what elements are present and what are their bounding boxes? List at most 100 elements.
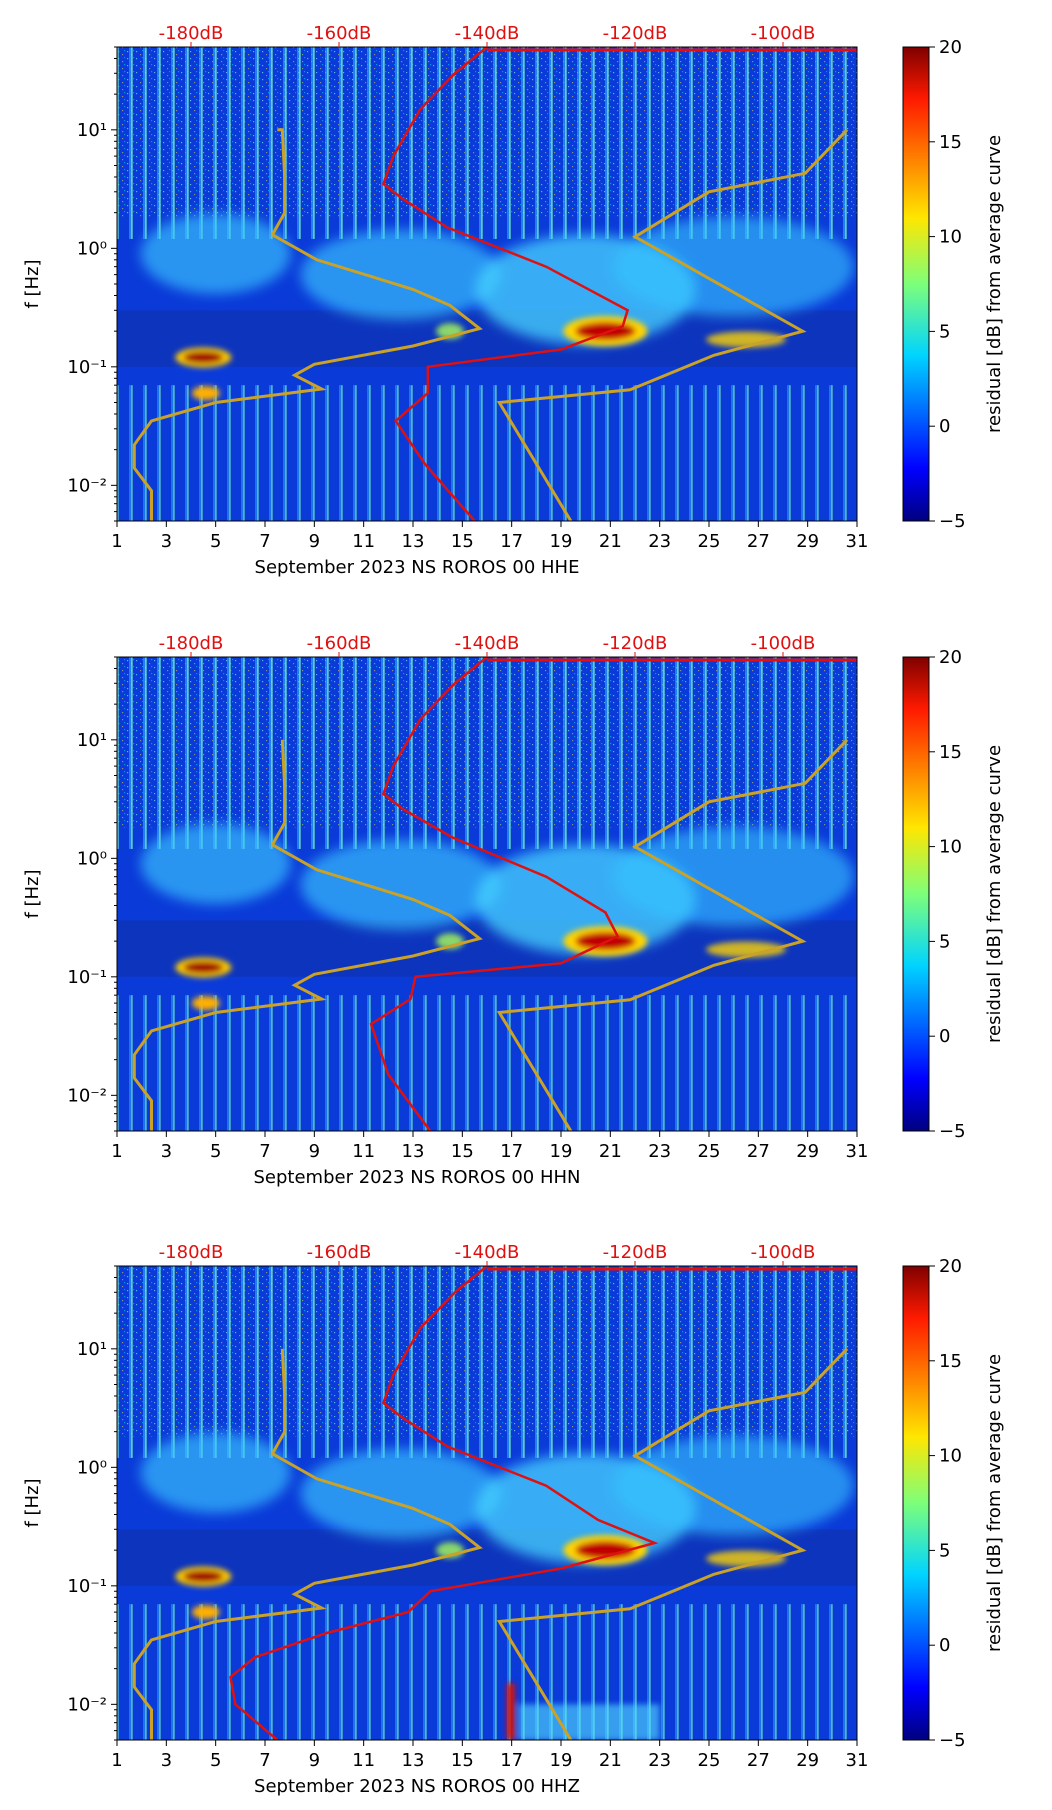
colorbar — [902, 46, 930, 522]
x-tick-label: 27 — [747, 1750, 770, 1771]
colorbar-tick-label: 15 — [939, 742, 962, 763]
heatmap-blob — [140, 823, 291, 904]
plot-area — [117, 1266, 857, 1740]
heatmap-blob — [300, 229, 501, 320]
y-axis-label: f [Hz] — [22, 869, 43, 918]
x-tick-label: 13 — [402, 1141, 425, 1162]
noise-model-curve-low — [132, 128, 483, 521]
top-tick-label: -120dB — [603, 633, 668, 654]
x-tick-label: 5 — [210, 1141, 221, 1162]
colorbar-tick-label: 5 — [939, 1540, 950, 1561]
x-tick-label: 9 — [309, 1141, 320, 1162]
heatmap-hotspot — [575, 1541, 636, 1560]
heatmap-daily-stripes-upper — [117, 47, 857, 239]
x-tick-label: 7 — [259, 1141, 270, 1162]
heatmap-hotspot — [183, 961, 224, 974]
x-tick-label: 1 — [111, 1750, 122, 1771]
colorbar-tick-label: 5 — [939, 931, 950, 952]
colorbar-tick-label: 0 — [939, 1635, 950, 1656]
colorbar-tick-label: 15 — [939, 1351, 962, 1372]
heatmap-daily-stripes-upper — [117, 1266, 857, 1458]
heatmap-hotspot — [191, 996, 220, 1011]
y-tick-label: 10⁻¹ — [67, 1576, 107, 1597]
heatmap-hotspot — [706, 1550, 786, 1567]
heatmap-daily-stripes-lower — [117, 385, 857, 521]
heatmap-microseism-cloud — [140, 1432, 854, 1564]
top-tick-label: -140dB — [455, 1242, 520, 1263]
x-tick-label: 19 — [550, 1141, 573, 1162]
x-tick-label: 19 — [550, 1750, 573, 1771]
top-tick-label: -120dB — [603, 1242, 668, 1263]
colorbar-label: residual [dB] from average curve — [984, 1354, 1005, 1652]
x-tick-label: 11 — [352, 1141, 375, 1162]
colorbar-tick-label: −5 — [939, 1121, 966, 1142]
heatmap-hotspot — [506, 1683, 515, 1740]
y-tick-label: 10¹ — [77, 730, 107, 751]
x-tick-label: 23 — [648, 1141, 671, 1162]
heatmap-hotspot — [519, 1704, 660, 1740]
top-tick-label: -100dB — [751, 633, 816, 654]
y-tick-label: 10¹ — [77, 120, 107, 141]
top-tick-label: -100dB — [751, 23, 816, 44]
heatmap-hotspot — [183, 1570, 224, 1583]
top-tick-label: -100dB — [751, 1242, 816, 1263]
x-tick-label: 13 — [402, 531, 425, 552]
x-axis-label: September 2023 NS ROROS 00 HHN — [253, 1167, 580, 1188]
top-tick-label: -160dB — [307, 633, 372, 654]
top-tick-label: -140dB — [455, 633, 520, 654]
x-tick-label: 15 — [451, 1141, 474, 1162]
y-tick-label: 10⁻² — [67, 1085, 107, 1106]
median-psd-curve — [369, 657, 620, 1131]
heatmap-blob — [140, 1432, 291, 1513]
x-axis-label: September 2023 NS ROROS 00 HHE — [255, 557, 580, 578]
x-tick-label: 21 — [599, 1141, 622, 1162]
heatmap-microseism-cloud — [140, 823, 854, 955]
x-tick-label: 17 — [500, 1750, 523, 1771]
x-tick-label: 1 — [111, 1141, 122, 1162]
x-tick-label: 15 — [451, 1750, 474, 1771]
x-tick-label: 31 — [846, 531, 869, 552]
heatmap-blob — [613, 1435, 854, 1536]
y-tick-label: 10⁻¹ — [67, 357, 107, 378]
y-axis-label: f [Hz] — [22, 1478, 43, 1527]
heatmap-daily-stripes-lower — [117, 1604, 857, 1740]
x-tick-label: 29 — [796, 1750, 819, 1771]
heatmap-blob — [613, 826, 854, 927]
x-tick-label: 11 — [352, 1750, 375, 1771]
top-tick-label: -160dB — [307, 23, 372, 44]
median-psd-curve — [381, 47, 630, 521]
top-tick-label: -180dB — [159, 633, 224, 654]
noise-model-curve-low — [132, 1348, 483, 1740]
top-tick-label: -120dB — [603, 23, 668, 44]
x-tick-label: 23 — [648, 531, 671, 552]
y-tick-label: 10⁻² — [67, 475, 107, 496]
x-tick-label: 27 — [747, 1141, 770, 1162]
noise-model-curve-high — [496, 128, 849, 521]
top-tick-label: -160dB — [307, 1242, 372, 1263]
colorbar-label: residual [dB] from average curve — [984, 135, 1005, 433]
colorbar-tick-label: −5 — [939, 511, 966, 532]
plot-area — [117, 47, 857, 521]
x-tick-label: 17 — [500, 531, 523, 552]
colorbar-tick-label: −5 — [939, 1730, 966, 1751]
heatmap-hotspot — [706, 331, 786, 348]
colorbar-tick-label: 10 — [939, 1446, 962, 1467]
x-tick-label: 17 — [500, 1141, 523, 1162]
colorbar-tick-label: 20 — [939, 647, 962, 668]
colorbar-tick-label: 20 — [939, 1256, 962, 1277]
x-tick-label: 9 — [309, 531, 320, 552]
x-tick-label: 13 — [402, 1750, 425, 1771]
median-psd-curve — [229, 1266, 659, 1740]
x-tick-label: 29 — [796, 1141, 819, 1162]
x-tick-label: 7 — [259, 531, 270, 552]
x-tick-label: 7 — [259, 1750, 270, 1771]
colorbar-label: residual [dB] from average curve — [984, 745, 1005, 1043]
colorbar-tick-label: 15 — [939, 132, 962, 153]
colorbar-tick-label: 0 — [939, 416, 950, 437]
y-tick-label: 10¹ — [77, 1339, 107, 1360]
heatmap-blob — [300, 839, 501, 930]
